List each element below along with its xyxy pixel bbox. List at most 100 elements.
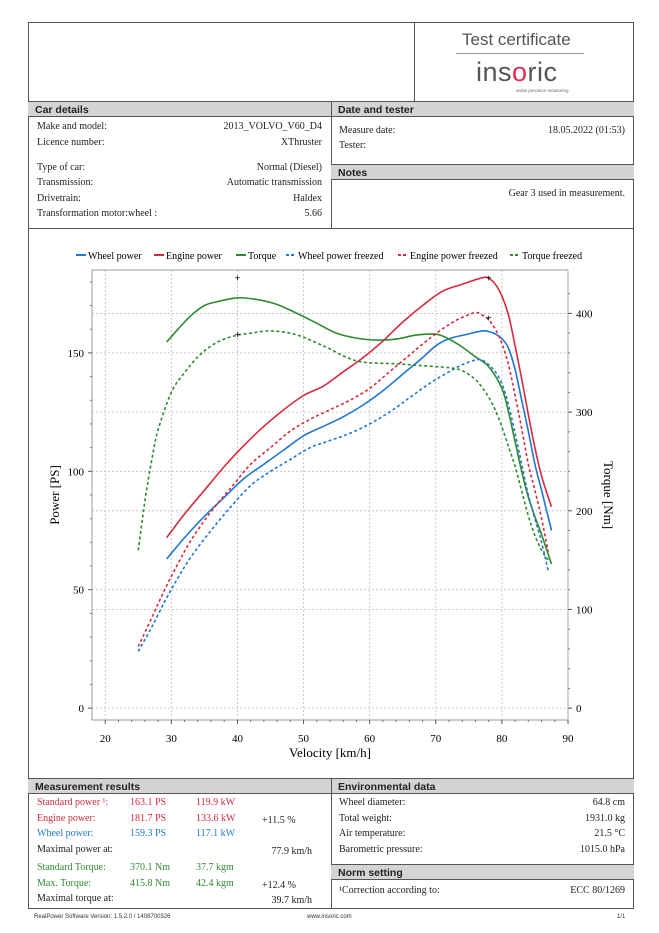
- wheel-power-kw: 117.1 kW: [196, 828, 236, 839]
- max-power-at-value: 77.9 km/h: [271, 846, 312, 857]
- air-temperature-label: Air temperature:: [339, 828, 406, 839]
- make-value: 2013_VOLVO_V60_D4: [223, 121, 322, 132]
- x-tick-label: 60: [364, 733, 376, 745]
- wheel-power-label: Wheel power:: [37, 828, 94, 839]
- std-power-kw: 119.9 kW: [196, 797, 236, 808]
- page-number: 1/1: [617, 914, 626, 920]
- legend-label: Wheel power: [88, 251, 142, 262]
- y2-tick-label: 0: [576, 703, 582, 715]
- chart-series: [137, 276, 553, 652]
- website-link[interactable]: www.insoric.com: [307, 914, 352, 920]
- y2-axis-label: Torque [Nm]: [601, 461, 616, 529]
- environment-heading: Environmental data: [331, 778, 634, 794]
- engine-power-kw: 133.6 kW: [196, 813, 236, 824]
- ratio-label: Transformation motor:wheel :: [37, 208, 158, 219]
- header-divider: [414, 22, 415, 101]
- max-torque-nm: 415.8 Nm: [130, 878, 170, 889]
- y2-tick-label: 300: [576, 407, 593, 419]
- y-tick-label: 150: [68, 348, 85, 360]
- legend-label: Torque: [248, 251, 277, 262]
- chart-markers: + + + +: [235, 274, 492, 341]
- y-axis-label: Power [PS]: [47, 465, 62, 525]
- notes-text: Gear 3 used in measurement.: [508, 188, 625, 199]
- chart-grid: [92, 270, 569, 720]
- wheel-diameter-value: 64.8 cm: [592, 797, 625, 808]
- results-divider: [331, 778, 332, 909]
- std-power-ps: 163.1 PS: [130, 797, 167, 808]
- make-label: Make and model:: [37, 121, 107, 132]
- x-tick-label: 20: [100, 733, 112, 745]
- chart-axes: 20 30 40 50 60 70 80 90 0 50 100 150 0 100 200 300 400: [68, 281, 593, 745]
- type-value: Normal (Diesel): [256, 162, 322, 173]
- series-engine-power-freezed: [137, 311, 549, 647]
- logo-tagline: swiss precision measuring: [516, 88, 569, 93]
- x-tick-label: 50: [298, 733, 310, 745]
- barometric-pressure-label: Barometric pressure:: [339, 844, 423, 855]
- plot-area: [91, 269, 569, 721]
- std-torque-nm: 370.1 Nm: [130, 862, 170, 873]
- type-label: Type of car:: [37, 162, 86, 173]
- max-torque-label: Max. Torque:: [37, 878, 92, 889]
- engine-power-label: Engine power:: [37, 813, 96, 824]
- logo-title: Test certificate: [462, 30, 571, 49]
- engine-power-percent: +11.5 %: [262, 815, 296, 826]
- tester-label: Tester:: [339, 140, 367, 151]
- notes-heading: Notes: [331, 164, 634, 180]
- x-tick-label: 90: [563, 733, 575, 745]
- logo-wordmark: insoric: [476, 57, 558, 87]
- norm-value: ECC 80/1269: [570, 885, 625, 896]
- logo-rule: [456, 53, 584, 54]
- licence-label: Licence number:: [37, 137, 105, 148]
- wheel-power-ps: 159.3 PS: [130, 828, 167, 839]
- std-power-label: Standard power ¹:: [37, 797, 109, 808]
- ratio-value: 5.66: [304, 208, 323, 219]
- date-tester-heading: Date and tester: [331, 101, 634, 117]
- barometric-pressure-value: 1015.0 hPa: [580, 844, 625, 855]
- y-tick-label: 0: [79, 703, 85, 715]
- max-torque-kgm: 42.4 kgm: [196, 878, 234, 889]
- series-wheel-power: [166, 329, 553, 560]
- series-torque-freezed: [137, 330, 549, 561]
- std-torque-kgm: 37.7 kgm: [196, 862, 234, 873]
- y2-tick-label: 100: [576, 604, 593, 616]
- legend-label: Engine power freezed: [410, 251, 498, 262]
- licence-value: XThruster: [280, 137, 322, 148]
- car-details-heading: Car details: [28, 101, 331, 117]
- chart-top-rule: [28, 228, 634, 229]
- legend-label: Torque freezed: [522, 251, 582, 262]
- max-torque-at-label: Maximal torque at:: [37, 893, 114, 904]
- series-engine-power: [166, 276, 553, 539]
- y2-tick-label: 400: [576, 308, 593, 320]
- drivetrain-value: Haldex: [293, 193, 322, 204]
- engine-power-ps: 181.7 PS: [130, 813, 167, 824]
- wheel-diameter-label: Wheel diameter:: [339, 797, 406, 808]
- x-tick-label: 30: [166, 733, 178, 745]
- y-tick-label: 50: [73, 585, 85, 597]
- max-power-at-label: Maximal power at:: [37, 844, 114, 855]
- max-torque-at-value: 39.7 km/h: [271, 895, 312, 906]
- peak-marker: +: [235, 274, 241, 285]
- x-tick-label: 40: [232, 733, 244, 745]
- series-torque: [166, 296, 553, 565]
- software-version: RealPower Software Version: 1.5.2.0 / 14…: [34, 914, 171, 920]
- y2-tick-label: 200: [576, 506, 593, 518]
- legend-label: Engine power: [166, 251, 222, 262]
- chart-legend: Wheel power Engine power Torque Wheel power…: [76, 251, 582, 262]
- max-torque-percent: +12.4 %: [262, 880, 296, 891]
- air-temperature-value: 21.5 °C: [594, 828, 625, 839]
- x-axis-label: Velocity [km/h]: [289, 745, 371, 760]
- std-torque-label: Standard Torque:: [37, 862, 106, 873]
- peak-marker: +: [486, 313, 492, 324]
- y-tick-label: 100: [68, 466, 85, 478]
- drivetrain-label: Drivetrain:: [37, 193, 81, 204]
- total-weight-value: 1931.0 kg: [585, 813, 625, 824]
- norm-heading: Norm setting: [331, 864, 634, 880]
- measure-date-label: Measure date:: [339, 125, 396, 136]
- x-tick-label: 70: [430, 733, 442, 745]
- norm-label: ¹Correction according to:: [339, 885, 440, 896]
- transmission-value: Automatic transmission: [226, 177, 322, 188]
- measure-date-value: 18.05.2022 (01:53): [548, 125, 625, 136]
- legend-label: Wheel power freezed: [298, 251, 384, 262]
- total-weight-label: Total weight:: [339, 813, 392, 824]
